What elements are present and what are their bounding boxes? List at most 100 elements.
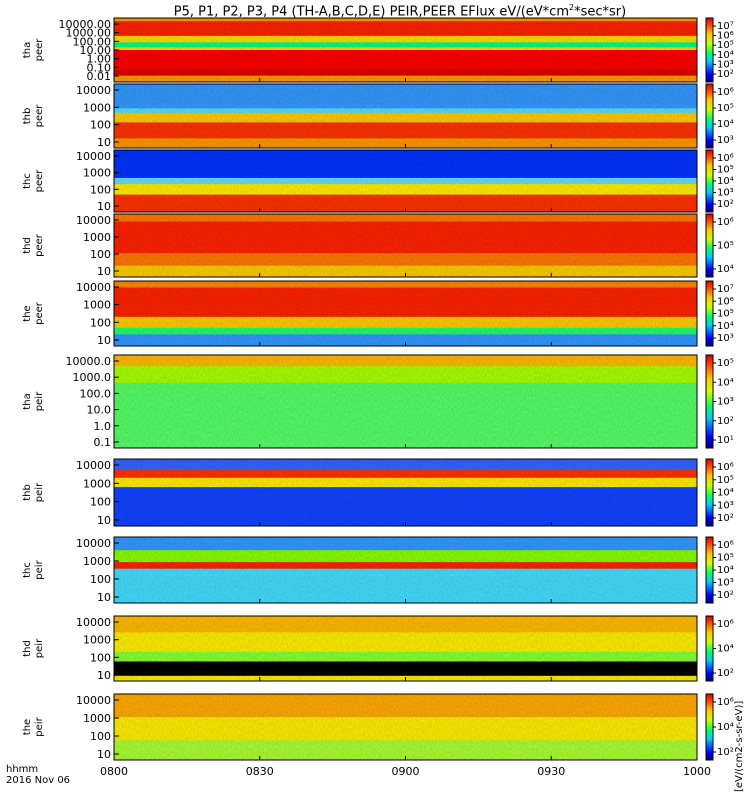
y-tick-label: 1000 [83, 555, 111, 568]
spectrogram-texture [114, 281, 697, 346]
time-axis: hhmm 2016 Nov 06 0800 0830 0900 0930 1000 [6, 78, 711, 786]
colorbar-tick-label: 10² [717, 747, 734, 758]
colorbar-tick-label: 10⁵ [717, 165, 734, 176]
colorbar-tick-label: 10³ [717, 397, 734, 408]
y-tick-label: 10.0 [87, 404, 112, 417]
colorbar-tick-label: 10⁵ [717, 309, 734, 320]
y-tick-label: 10000.0 [66, 355, 112, 368]
y-tick-label: 1000.00 [66, 27, 112, 40]
colorbar-tick-label: 10⁴ [717, 488, 734, 499]
colorbar-tick-label: 10² [717, 668, 734, 679]
panel-label-probe: thc [22, 562, 33, 578]
x-tick-label: 1000 [683, 765, 711, 778]
panel-label-probe: tha [22, 393, 33, 409]
colorbar-tick-label: 10⁶ [717, 87, 734, 98]
y-tick-label: 10 [97, 334, 111, 347]
y-tick-label: 10.00 [80, 44, 112, 57]
spectrogram-texture [114, 694, 697, 760]
colorbar [705, 693, 714, 761]
colorbar-tick-label: 10² [717, 513, 734, 524]
colorbar-label: [eV/(cm2-s-sr-eV)] [734, 701, 745, 792]
spectrogram-texture [114, 84, 697, 148]
panel-the-peir: 10000 1000 100 10 the peir 10⁶ 10⁴ 10² [22, 693, 734, 761]
y-tick-label: 10000 [76, 281, 111, 294]
panel-label-probe: thd [22, 237, 33, 254]
colorbar-tick-label: 10² [717, 416, 734, 427]
colorbar-tick-label: 10⁴ [717, 377, 734, 388]
x-axis-label-time: hhmm [6, 764, 38, 775]
panel-label-product: peer [34, 38, 45, 62]
colorbar-tick-label: 10² [717, 199, 734, 210]
y-tick-label: 1000 [83, 299, 111, 312]
panel-label-product: peer [34, 104, 45, 128]
colorbar-tick-label: 10² [717, 590, 734, 601]
y-tick-label: 100 [90, 316, 111, 329]
colorbar-tick-label: 10⁵ [717, 103, 734, 114]
y-tick-label: 10 [97, 200, 111, 213]
panel-label-product: peer [34, 301, 45, 325]
colorbar-tick-label: 10⁴ [717, 565, 734, 576]
colorbar-tick-label: 10⁵ [717, 553, 734, 564]
y-tick-label: 10000 [76, 537, 111, 550]
y-tick-label: 100.00 [73, 35, 112, 48]
x-tick-label: 0830 [246, 765, 274, 778]
colorbar-tick-label: 10⁶ [717, 697, 734, 708]
y-tick-label: 1000 [83, 231, 111, 244]
panel-label-product: peer [34, 233, 45, 257]
panel-label-product: peer [34, 169, 45, 193]
panel-thd-peir: 10000 1000 100 10 thd peir 10⁶ 10⁴ 10² [22, 615, 734, 682]
panel-label-probe: tha [22, 42, 33, 58]
colorbar-tick-label: 10¹ [717, 435, 734, 446]
y-tick-label: 10 [97, 669, 111, 682]
y-tick-label: 100 [90, 248, 111, 261]
colorbar [705, 615, 714, 682]
colorbar-tick-label: 10⁷ [717, 21, 734, 32]
colorbar-tick-label: 10⁴ [717, 321, 734, 332]
chart-title: P5, P1, P2, P3, P4 (TH-A,B,C,D,E) PEIR,P… [173, 3, 627, 20]
colorbar-tick-label: 10⁷ [717, 284, 734, 295]
panel-label-product: peir [34, 638, 45, 658]
colorbar-tick-label: 10³ [717, 135, 734, 146]
colorbar-tick-label: 10⁶ [717, 217, 734, 228]
colorbar-tick-label: 10⁶ [717, 462, 734, 473]
panel-label-probe: thb [22, 484, 33, 501]
colorbar-tick-label: 10³ [717, 59, 734, 70]
colorbar [705, 458, 714, 527]
y-tick-label: 1000.0 [73, 371, 112, 384]
colorbar-tick-label: 10⁶ [717, 296, 734, 307]
colorbar-tick-label: 10⁶ [717, 540, 734, 551]
spectrogram-texture [114, 355, 697, 448]
y-tick-label: 100 [90, 651, 111, 664]
colorbar [705, 536, 714, 604]
y-tick-label: 10000 [76, 694, 111, 707]
colorbar [705, 149, 714, 213]
spectrogram-texture [114, 18, 697, 82]
colorbar-tick-label: 10⁵ [717, 241, 734, 252]
y-tick-label: 100 [90, 573, 111, 586]
colorbar-tick-label: 10⁴ [717, 119, 734, 130]
panel-label-product: peir [34, 391, 45, 411]
y-tick-label: 10 [97, 748, 111, 761]
colorbar-tick-label: 10⁵ [717, 475, 734, 486]
spectrogram-texture [114, 150, 697, 212]
colorbar-tick-label: 10⁵ [717, 40, 734, 51]
panel-label-product: peir [34, 559, 45, 579]
y-tick-label: 0.1 [94, 436, 112, 449]
y-tick-label: 10000 [76, 214, 111, 227]
colorbar-tick-label: 10⁴ [717, 50, 734, 61]
x-axis-label-date: 2016 Nov 06 [6, 775, 70, 786]
spectrogram-texture [114, 537, 697, 603]
colorbar-tick-label: 10³ [717, 578, 734, 589]
colorbar [705, 17, 714, 83]
colorbar-tick-label: 10⁶ [717, 31, 734, 42]
colorbar-tick-label: 10³ [717, 188, 734, 199]
colorbar-tick-label: 10² [717, 69, 734, 80]
y-tick-label: 10000 [76, 459, 111, 472]
y-tick-label: 100.0 [80, 387, 112, 400]
y-tick-label: 10000 [76, 616, 111, 629]
panel-label-probe: thd [22, 640, 33, 657]
y-tick-label: 10 [97, 591, 111, 604]
